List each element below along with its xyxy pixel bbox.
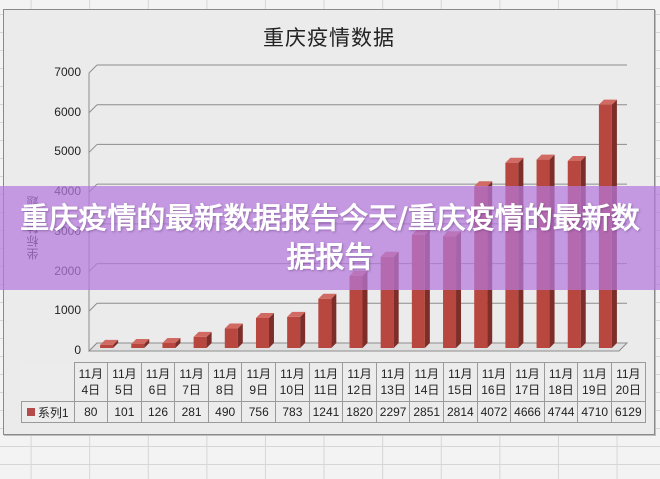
bar[interactable]	[255, 312, 274, 348]
category-label: 11月 18日	[543, 362, 579, 402]
overlay-banner	[0, 186, 660, 290]
data-value-cell: 4744	[543, 401, 579, 423]
category-label: 11月 20日	[611, 362, 646, 402]
y-tick-label: 7000	[54, 65, 81, 79]
bar[interactable]	[193, 331, 212, 348]
category-label: 11月 12日	[342, 362, 377, 402]
data-value-cell: 2814	[443, 401, 478, 423]
category-label: 11月 9日	[241, 362, 277, 402]
category-label: 11月 8日	[207, 362, 243, 402]
category-label: 11月 19日	[577, 362, 612, 402]
category-label: 11月 6日	[140, 362, 176, 402]
data-value-cell: 4666	[510, 401, 545, 423]
bar[interactable]	[349, 270, 368, 348]
data-table: 11月 4日 11月 5日 11月 6日 11月 7日 11月 8日 11月 9日 11月 10日 11月 1…	[21, 362, 646, 423]
y-tick-label: 0	[74, 343, 81, 357]
data-value-cell: 126	[140, 401, 176, 423]
category-label: 11月 11日	[308, 362, 344, 402]
category-label: 11月 13日	[375, 362, 411, 402]
category-label: 11月 16日	[476, 362, 512, 402]
bar[interactable]	[318, 293, 337, 348]
category-label: 11月 4日	[73, 362, 109, 402]
bar[interactable]	[131, 338, 150, 348]
data-value-cell: 783	[275, 401, 310, 423]
category-label: 11月 7日	[174, 362, 209, 402]
data-value-cell: 80	[73, 401, 109, 423]
data-value-cell: 1820	[342, 401, 377, 423]
data-value-cell: 756	[241, 401, 277, 423]
data-table-corner	[21, 362, 75, 402]
data-value-cell: 1241	[308, 401, 344, 423]
chart-title: 重庆疫情数据	[263, 26, 395, 50]
data-value-cell: 2297	[375, 401, 411, 423]
series-name: 系列1	[37, 405, 69, 420]
data-value-cell: 4710	[577, 401, 612, 423]
data-value-cell: 101	[107, 401, 142, 423]
category-label: 11月 14日	[409, 362, 445, 402]
data-table-series-row: 系列1 80 101 126 281 490 756 783 1241 1820 2297 2851…	[21, 401, 646, 423]
category-label: 11月 15日	[443, 362, 478, 402]
y-tick-label: 6000	[54, 104, 81, 119]
category-label: 11月 17日	[510, 362, 545, 402]
bar[interactable]	[287, 311, 306, 348]
y-tick-label: 5000	[54, 144, 81, 159]
y-tick-label: 1000	[54, 303, 81, 318]
data-value-cell: 2851	[409, 401, 445, 423]
bar[interactable]	[162, 337, 181, 348]
overlay-headline: 重庆疫情的最新数据报告今天/重庆疫情的最新数据报告	[20, 201, 640, 274]
bar[interactable]	[100, 339, 119, 348]
category-label: 11月 5日	[107, 362, 142, 402]
data-value-cell: 281	[174, 401, 209, 423]
data-value-cell: 6129	[611, 401, 646, 423]
data-value-cell: 490	[207, 401, 243, 423]
bar[interactable]	[224, 323, 243, 348]
data-table-header-row: 11月 4日 11月 5日 11月 6日 11月 7日 11月 8日 11月 9日 11月 10日 11月 1…	[21, 362, 646, 402]
data-value-cell: 4072	[476, 401, 512, 423]
legend-entry-series1: 系列1	[21, 401, 75, 423]
category-label: 11月 10日	[275, 362, 310, 402]
legend-swatch-icon	[26, 407, 35, 416]
